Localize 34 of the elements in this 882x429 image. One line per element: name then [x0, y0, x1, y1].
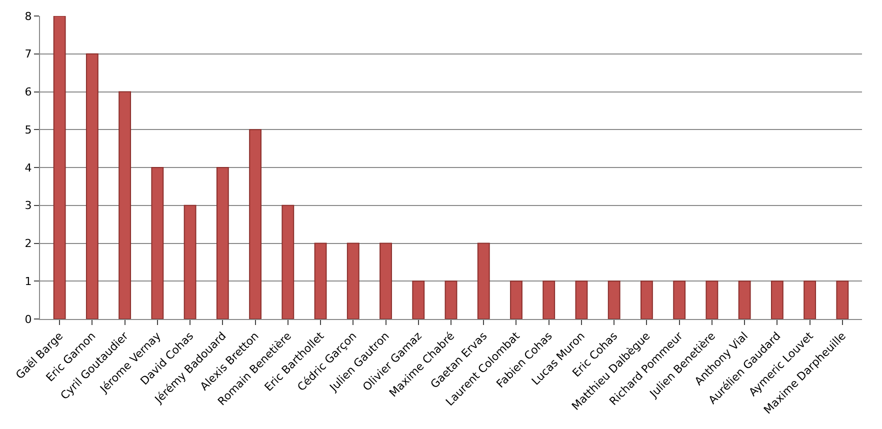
bar: [86, 53, 98, 319]
y-tick-label: 1: [24, 274, 32, 288]
bar: [249, 129, 262, 319]
bar: [380, 242, 392, 319]
bar: [542, 280, 556, 319]
bar: [804, 280, 816, 319]
bar: [151, 167, 164, 319]
y-tick-label: 0: [24, 312, 32, 326]
bar: [640, 280, 653, 319]
bar: [706, 280, 718, 319]
y-tick-label: 8: [24, 10, 32, 23]
bar: [575, 280, 588, 319]
bar: [673, 280, 686, 319]
bar: [53, 16, 66, 319]
bar: [118, 91, 132, 319]
bar: [510, 280, 522, 319]
bar: [444, 280, 458, 319]
bar: [282, 204, 294, 319]
y-tick-label: 3: [24, 199, 32, 212]
bar: [738, 280, 751, 319]
bar: [412, 280, 425, 319]
bar: [216, 167, 229, 319]
y-tick-label: 4: [24, 161, 32, 174]
y-tick-label: 5: [24, 123, 32, 136]
y-tick-label: 2: [24, 237, 32, 250]
bar: [346, 242, 360, 319]
bar: [836, 280, 849, 319]
y-tick-label: 6: [24, 86, 32, 99]
bar: [184, 204, 196, 319]
y-tick-label: 7: [24, 48, 32, 61]
bar: [608, 280, 620, 319]
bar: [314, 242, 327, 319]
bar: [770, 280, 784, 319]
bar: [477, 242, 490, 319]
